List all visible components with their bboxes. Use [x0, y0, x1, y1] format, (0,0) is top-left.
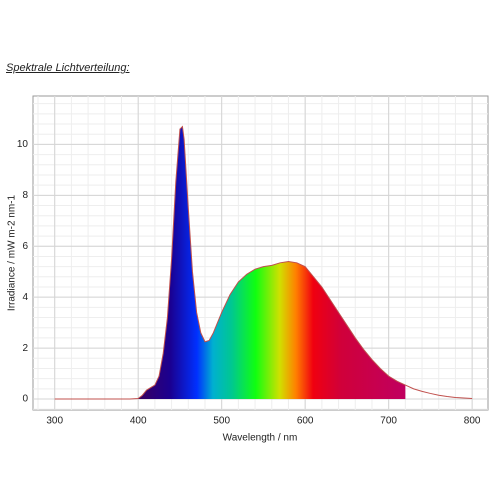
plot-frame — [32, 95, 489, 411]
spectrum-line — [54, 125, 473, 400]
spectrum-fill — [138, 126, 406, 400]
x-tick-label: 500 — [213, 416, 230, 427]
y-tick-label: 4 — [22, 292, 28, 303]
x-tick-label: 800 — [464, 416, 481, 427]
x-tick-label: 300 — [46, 416, 63, 427]
x-axis-label: Wavelength / nm — [223, 433, 298, 444]
x-tick-label: 400 — [130, 416, 147, 427]
y-tick-label: 8 — [22, 190, 28, 201]
y-tick-label: 6 — [22, 241, 28, 252]
page-title: Spektrale Lichtverteilung: — [6, 62, 130, 74]
y-axis-label: Irradiance / mW m-2 nm-1 — [7, 194, 18, 311]
x-tick-label: 700 — [380, 416, 397, 427]
y-tick-label: 0 — [22, 394, 28, 405]
y-tick-label: 2 — [22, 343, 28, 354]
y-tick-label: 10 — [17, 139, 29, 150]
x-tick-label: 600 — [297, 416, 314, 427]
